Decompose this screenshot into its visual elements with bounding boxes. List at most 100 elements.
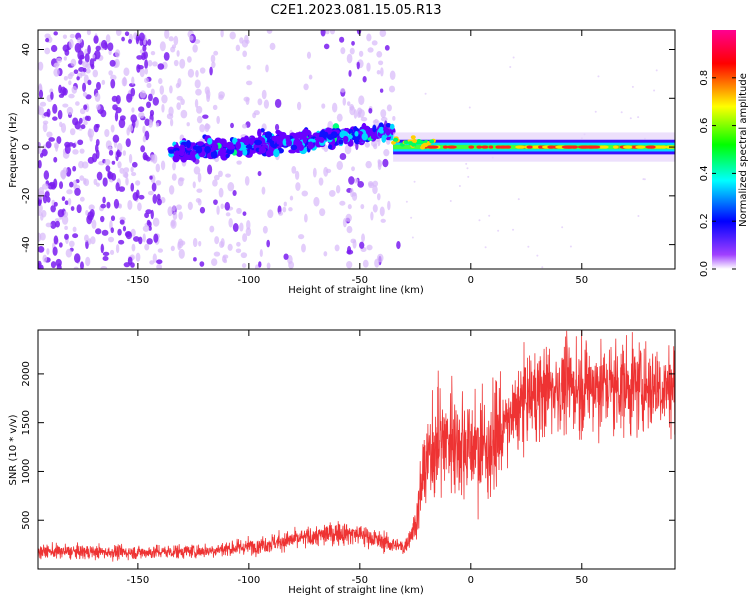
noise-speck xyxy=(150,51,156,56)
signal-peak xyxy=(468,145,475,149)
noise-speck xyxy=(147,59,153,67)
noise-speck xyxy=(70,58,77,67)
figure-title: C2E1.2023.081.15.05.R13 xyxy=(270,3,441,18)
noise-speck xyxy=(512,228,515,231)
noise-speck xyxy=(91,153,98,163)
noise-speck xyxy=(108,146,113,151)
noise-speck xyxy=(468,106,471,109)
signal-peak xyxy=(645,145,656,149)
noise-speck xyxy=(146,219,151,226)
noise-speck xyxy=(159,41,166,52)
noise-speck xyxy=(370,211,374,221)
snr-series-line xyxy=(38,330,675,562)
noise-speck xyxy=(128,82,136,88)
noise-speck xyxy=(38,204,43,213)
noise-speck xyxy=(146,82,152,89)
noise-speck xyxy=(177,77,182,88)
signal-peak xyxy=(526,145,533,149)
noise-speck xyxy=(339,152,347,161)
noise-speck xyxy=(218,170,223,178)
noise-speck xyxy=(396,241,401,250)
noise-speck xyxy=(144,67,149,75)
noise-speck xyxy=(95,182,100,187)
noise-speck xyxy=(361,233,365,243)
noise-speck xyxy=(121,36,125,42)
noise-speck xyxy=(44,33,51,39)
noise-speck xyxy=(163,51,170,61)
noise-speck xyxy=(348,70,352,77)
noise-speck xyxy=(122,76,127,87)
noise-speck xyxy=(227,181,235,192)
noise-speck xyxy=(138,112,145,119)
noise-speck xyxy=(356,61,360,70)
noise-speck xyxy=(94,92,101,103)
noise-speck xyxy=(126,93,133,103)
noise-speck xyxy=(88,204,95,211)
signal-peak xyxy=(422,143,428,148)
noise-speck xyxy=(308,74,313,80)
noise-speck xyxy=(77,37,83,44)
noise-speck xyxy=(265,64,269,73)
noise-speck xyxy=(131,161,138,168)
noise-speck xyxy=(241,123,248,129)
noise-speck xyxy=(72,179,77,189)
noise-speck xyxy=(213,50,219,56)
noise-speck xyxy=(204,123,211,130)
noise-speck xyxy=(38,89,44,99)
noise-speck xyxy=(342,217,347,228)
noise-speck xyxy=(346,53,353,64)
noise-speck xyxy=(372,204,378,213)
noise-speck xyxy=(246,65,251,70)
noise-speck xyxy=(118,118,126,129)
noise-speck xyxy=(38,83,42,92)
noise-speck xyxy=(46,108,51,118)
signal-mark xyxy=(275,135,281,141)
noise-speck xyxy=(83,104,88,110)
noise-speck xyxy=(77,139,84,146)
noise-speck xyxy=(173,35,179,46)
noise-speck xyxy=(89,208,95,218)
noise-speck xyxy=(86,214,93,225)
noise-speck xyxy=(195,70,199,78)
noise-speck xyxy=(517,198,520,201)
noise-speck xyxy=(241,263,247,268)
signal-peak xyxy=(393,137,399,142)
noise-speck xyxy=(213,199,218,205)
noise-speck xyxy=(53,156,58,163)
signal-mark xyxy=(385,122,392,128)
noise-speck xyxy=(362,259,369,268)
noise-speck xyxy=(53,68,60,77)
noise-speck xyxy=(130,166,134,173)
noise-speck xyxy=(64,200,69,206)
noise-speck xyxy=(225,212,231,217)
noise-speck xyxy=(83,120,88,126)
noise-speck xyxy=(239,222,244,232)
noise-speck xyxy=(214,236,220,245)
noise-speck xyxy=(142,152,148,161)
noise-speck xyxy=(128,39,133,44)
noise-speck xyxy=(68,80,72,86)
noise-speck xyxy=(198,240,202,247)
noise-speck xyxy=(150,88,155,96)
noise-speck xyxy=(95,228,102,235)
noise-speck xyxy=(218,187,224,198)
noise-speck xyxy=(274,98,282,108)
noise-speck xyxy=(65,248,73,258)
noise-speck xyxy=(155,180,162,186)
noise-speck xyxy=(73,69,79,74)
noise-speck xyxy=(466,167,469,170)
noise-speck xyxy=(112,134,120,143)
noise-speck xyxy=(465,162,468,165)
noise-speck xyxy=(70,206,75,211)
noise-speck xyxy=(93,35,99,44)
noise-speck xyxy=(216,115,220,125)
noise-speck xyxy=(82,92,88,97)
colorbar: 0.0 0.2 0.4 0.6 0.8 Normalized spectral ampl… xyxy=(699,30,749,277)
spectrogram-y-label: Frequency (Hz) xyxy=(8,112,19,188)
noise-speck xyxy=(38,61,44,71)
noise-speck xyxy=(78,59,83,65)
noise-speck xyxy=(380,218,386,223)
signal-peak xyxy=(495,145,502,149)
noise-speck xyxy=(536,254,539,257)
noise-speck xyxy=(50,220,57,229)
